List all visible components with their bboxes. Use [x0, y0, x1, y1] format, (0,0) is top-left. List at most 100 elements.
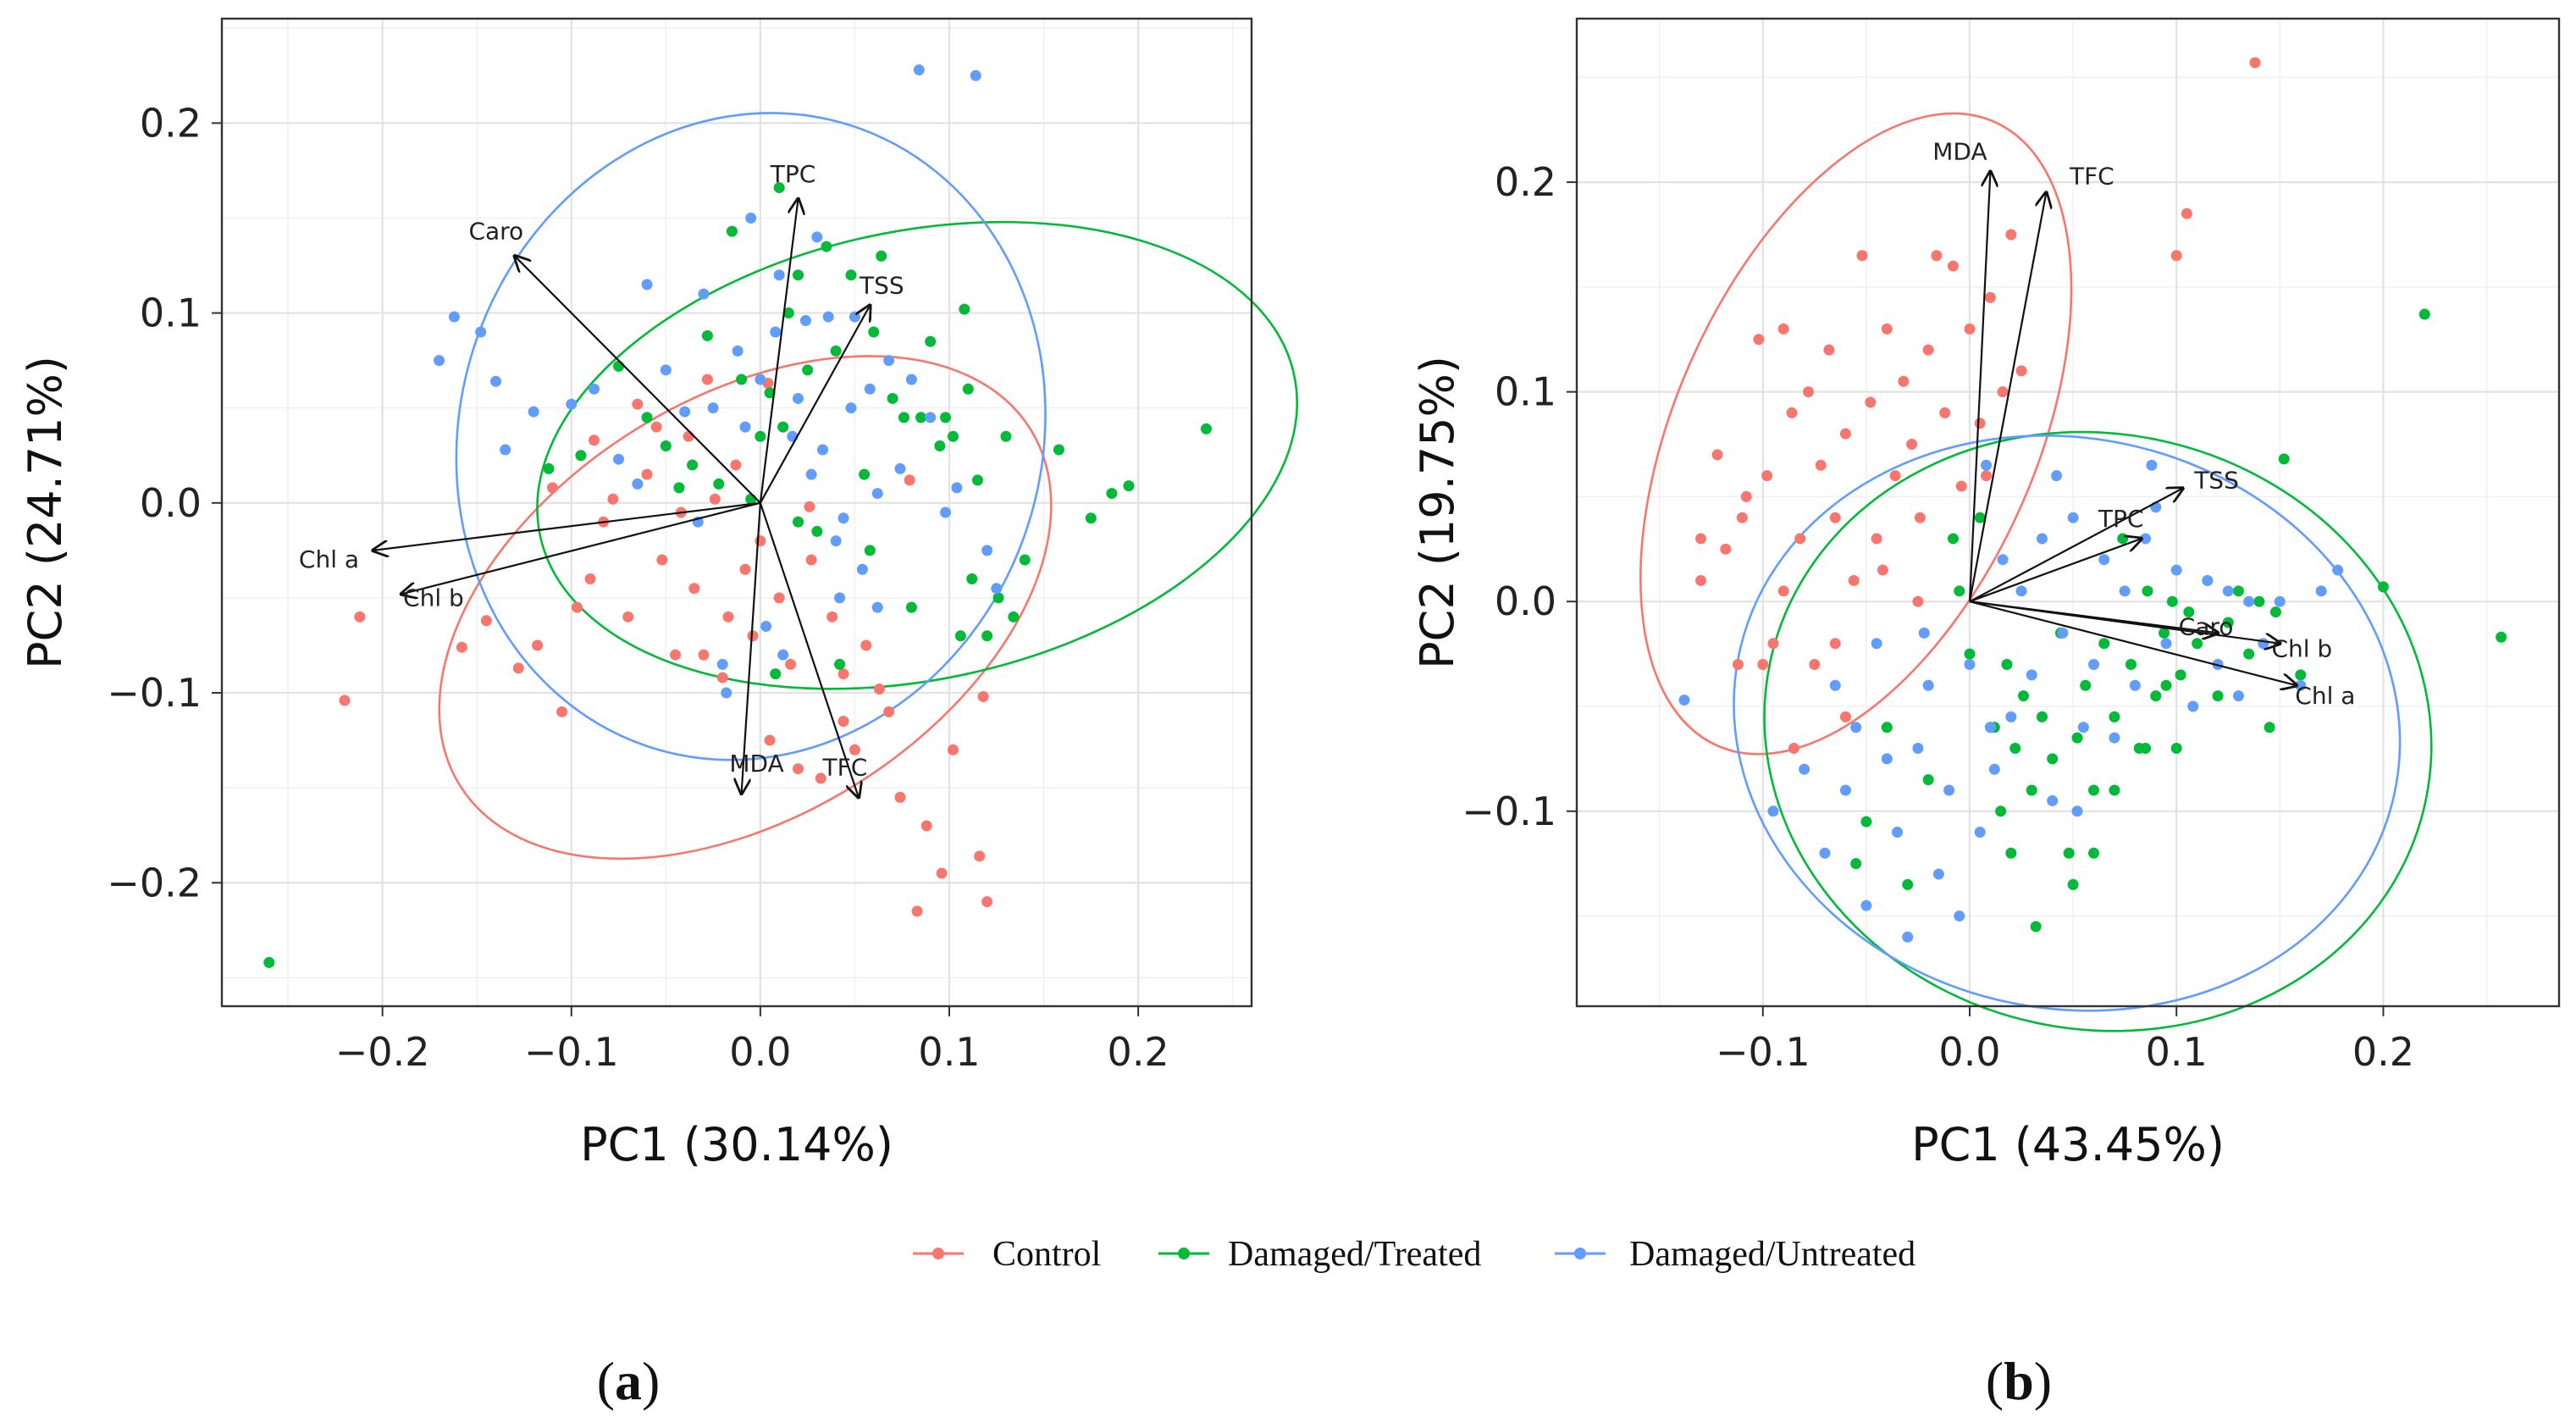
data-point — [1981, 470, 1993, 482]
data-point — [1984, 722, 1996, 733]
data-point — [1995, 805, 2007, 817]
data-point — [2129, 679, 2141, 691]
data-point — [2015, 585, 2027, 597]
x-tick-label: −0.1 — [524, 1029, 619, 1075]
data-point — [770, 668, 782, 680]
data-point — [2264, 722, 2275, 733]
data-point — [1997, 386, 2009, 398]
x-tick-label: 0.2 — [1108, 1029, 1169, 1075]
data-point — [532, 639, 544, 651]
x-tick-label: 0.0 — [1938, 1029, 2000, 1075]
data-point — [970, 69, 981, 81]
data-point — [755, 430, 766, 442]
data-point — [2071, 732, 2083, 744]
data-point — [1809, 658, 1821, 670]
data-point — [2166, 595, 2178, 607]
data-point — [2026, 669, 2037, 681]
pca-biplot-b: −0.1 0.0 0.1 0.2−0.10.00.10.2MDATFCTSSTPCCa… — [1411, 17, 2561, 1171]
data-point — [981, 896, 993, 908]
data-point — [713, 478, 725, 490]
data-point — [1753, 334, 1765, 346]
plot-background — [222, 19, 1252, 1006]
data-point — [811, 525, 823, 537]
data-point — [546, 482, 558, 494]
data-point — [822, 311, 834, 323]
ellipse-damaged-untreated — [455, 112, 1047, 761]
y-tick-label: −0.1 — [107, 670, 202, 716]
data-point — [1786, 407, 1798, 418]
y-tick-label: 0.2 — [1495, 159, 1556, 205]
data-point — [811, 231, 823, 243]
data-point — [2140, 743, 2152, 755]
loading-arrow-mda — [742, 502, 761, 794]
data-point — [500, 444, 511, 456]
data-point — [817, 444, 829, 456]
data-point — [856, 563, 868, 575]
data-point — [2005, 711, 2017, 722]
data-point — [688, 583, 700, 595]
x-axis-title: PC1 (43.45%) — [1911, 1118, 2225, 1171]
data-point — [1711, 449, 1723, 461]
data-point — [802, 364, 814, 376]
loading-arrow-tss — [1969, 489, 2183, 603]
data-point — [512, 662, 524, 674]
data-point — [2170, 564, 2182, 576]
data-point — [1732, 658, 1744, 670]
data-point — [2005, 229, 2017, 241]
data-point — [940, 506, 952, 518]
x-tick-label: 0.2 — [2352, 1029, 2414, 1075]
data-point — [1932, 868, 1944, 880]
data-point — [2109, 711, 2120, 722]
x-tick-label: −0.1 — [1716, 1029, 1810, 1075]
data-point — [1954, 910, 1965, 922]
data-point — [959, 303, 970, 315]
y-tick-label: 0.2 — [140, 100, 202, 146]
data-point — [1740, 490, 1752, 502]
data-point — [1974, 418, 1986, 429]
y-axis-title: PC2 (19.75%) — [1411, 356, 1464, 669]
data-point — [782, 307, 794, 319]
series-damaged-untreated — [1678, 459, 2344, 943]
data-point — [971, 474, 983, 486]
data-point — [770, 326, 782, 338]
data-point — [1850, 722, 1862, 733]
data-point — [679, 406, 691, 418]
data-point — [2232, 585, 2244, 597]
data-point — [434, 355, 445, 367]
data-point — [915, 412, 927, 423]
data-point — [475, 326, 487, 338]
data-point — [773, 592, 785, 604]
data-point — [1695, 574, 1707, 586]
data-point — [873, 684, 885, 695]
data-point — [1200, 423, 1212, 434]
data-point — [925, 412, 937, 423]
data-point — [2183, 606, 2195, 618]
data-point — [755, 535, 766, 547]
data-point — [2187, 700, 2199, 712]
data-point — [739, 421, 751, 433]
loading-label-tfc: TFC — [822, 753, 868, 781]
loading-label-tss: TSS — [859, 272, 904, 300]
data-point — [934, 440, 946, 452]
data-point — [821, 241, 832, 252]
y-tick-label: 0.1 — [140, 291, 202, 336]
data-point — [2109, 732, 2120, 744]
data-point — [1678, 695, 1690, 706]
series-control — [339, 374, 993, 917]
data-point — [632, 478, 644, 490]
loading-label-chl-b: Chl b — [403, 584, 464, 612]
data-point — [622, 611, 634, 623]
data-point — [1881, 753, 1893, 765]
legend-label-damaged-untreated: Damaged/Untreated — [1629, 1235, 1915, 1274]
data-point — [1914, 512, 1926, 523]
data-point — [2160, 679, 2172, 691]
loading-label-chl-b: Chl b — [2271, 635, 2332, 663]
x-tick-label: 0.0 — [729, 1029, 791, 1075]
data-point — [1943, 784, 1955, 796]
data-point — [755, 374, 766, 385]
data-point — [1815, 459, 1827, 471]
data-point — [1898, 375, 1910, 387]
data-point — [528, 406, 539, 418]
data-point — [1819, 847, 1831, 859]
